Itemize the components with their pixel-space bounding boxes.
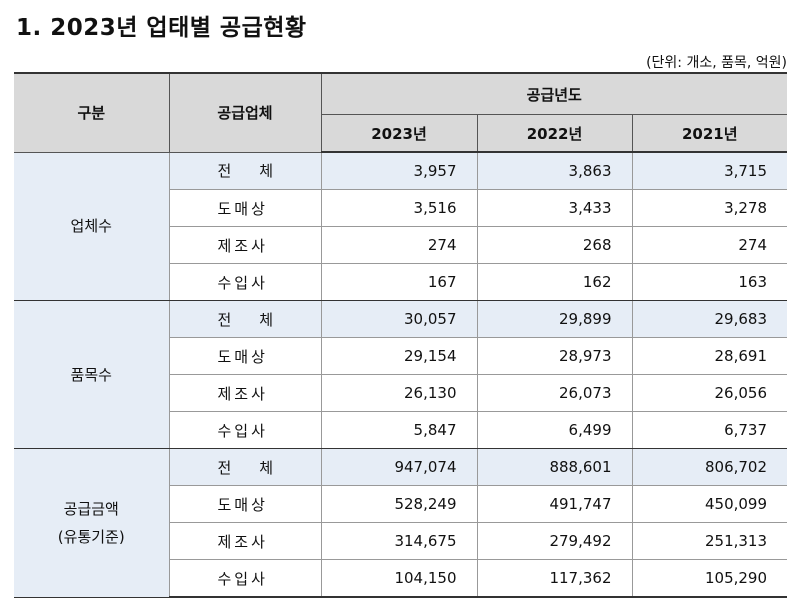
group-label: 공급금액 (유통기준): [14, 448, 170, 598]
table-row: 업체수 전체 3,957 3,863 3,715: [14, 151, 788, 301]
value-cell: 105,290: [631, 559, 788, 598]
value-cell: 450,099: [631, 485, 788, 523]
value-cell: 5,847: [320, 411, 478, 449]
header-category: 구분: [14, 72, 170, 153]
value-cell: 28,973: [476, 337, 633, 375]
value-cell: 314,675: [320, 522, 478, 560]
page-title: 1. 2023년 업태별 공급현황: [16, 15, 307, 41]
group-label-line: 업체수: [70, 217, 112, 236]
header-year-2023: 2023년: [321, 114, 478, 153]
value-cell: 117,362: [476, 559, 633, 598]
table-row: 제조사 314,675 279,492 251,313: [14, 522, 788, 560]
group-label: 품목수: [14, 300, 170, 449]
value-cell: 26,130: [320, 374, 478, 412]
table-row: 공급금액 (유통기준) 전체 947,074 888,601 806,702: [14, 448, 788, 598]
value-cell: 3,516: [320, 189, 478, 227]
value-cell: 3,863: [476, 151, 633, 190]
value-cell: 491,747: [476, 485, 633, 523]
unit-note: (단위: 개소, 품목, 억원): [646, 55, 787, 71]
value-cell: 29,683: [631, 300, 788, 338]
table-row: 도매상 3,516 3,433 3,278: [14, 189, 788, 227]
table-row: 수입사 104,150 117,362 105,290: [14, 559, 788, 598]
supplier-type: 도매상: [168, 189, 322, 227]
value-cell: 26,073: [476, 374, 633, 412]
supplier-type: 수입사: [168, 263, 322, 301]
value-cell: 167: [320, 263, 478, 301]
supplier-type: 도매상: [168, 485, 322, 523]
supplier-type: 제조사: [168, 522, 322, 560]
supplier-type: 제조사: [168, 226, 322, 264]
value-cell: 29,154: [320, 337, 478, 375]
table-body: 업체수 전체 3,957 3,863 3,715 도매상 3,516 3,433 3,278 제조…: [14, 151, 788, 598]
value-cell: 806,702: [631, 448, 788, 486]
value-cell: 3,433: [476, 189, 633, 227]
value-cell: 29,899: [476, 300, 633, 338]
supplier-type: 수입사: [168, 559, 322, 598]
table-row: 제조사 26,130 26,073 26,056: [14, 374, 788, 412]
value-cell: 3,278: [631, 189, 788, 227]
supplier-type: 제조사: [168, 374, 322, 412]
value-cell: 947,074: [320, 448, 478, 486]
table-row: 도매상 528,249 491,747 450,099: [14, 485, 788, 523]
value-cell: 274: [631, 226, 788, 264]
value-cell: 26,056: [631, 374, 788, 412]
supplier-type: 전체: [168, 151, 322, 190]
supply-table: 구분 공급업체 공급년도 2023년 2022년 2021년 업체수 전체 3,95…: [14, 72, 788, 598]
value-cell: 279,492: [476, 522, 633, 560]
header-years-group: 공급년도: [320, 72, 788, 115]
supplier-type: 전체: [168, 448, 322, 486]
value-cell: 528,249: [320, 485, 478, 523]
value-cell: 3,715: [631, 151, 788, 190]
group-label-line: 품목수: [70, 365, 112, 384]
header-year-2022: 2022년: [476, 114, 633, 153]
group-label-line: (유통기준): [57, 527, 125, 546]
supplier-type: 전체: [168, 300, 322, 338]
value-cell: 104,150: [320, 559, 478, 598]
table-row: 품목수 전체 30,057 29,899 29,683: [14, 300, 788, 449]
header-supplier: 공급업체: [168, 72, 322, 153]
value-cell: 274: [320, 226, 478, 264]
value-cell: 3,957: [320, 151, 478, 190]
value-cell: 268: [476, 226, 633, 264]
supplier-type: 수입사: [168, 411, 322, 449]
value-cell: 6,737: [631, 411, 788, 449]
group-label-line: 공급금액: [63, 499, 119, 518]
group-label: 업체수: [14, 151, 170, 301]
value-cell: 251,313: [631, 522, 788, 560]
value-cell: 888,601: [476, 448, 633, 486]
value-cell: 28,691: [631, 337, 788, 375]
value-cell: 6,499: [476, 411, 633, 449]
supplier-type: 도매상: [168, 337, 322, 375]
header-year-2021: 2021년: [631, 114, 788, 153]
table-row: 도매상 29,154 28,973 28,691: [14, 337, 788, 375]
value-cell: 163: [631, 263, 788, 301]
value-cell: 162: [476, 263, 633, 301]
value-cell: 30,057: [320, 300, 478, 338]
